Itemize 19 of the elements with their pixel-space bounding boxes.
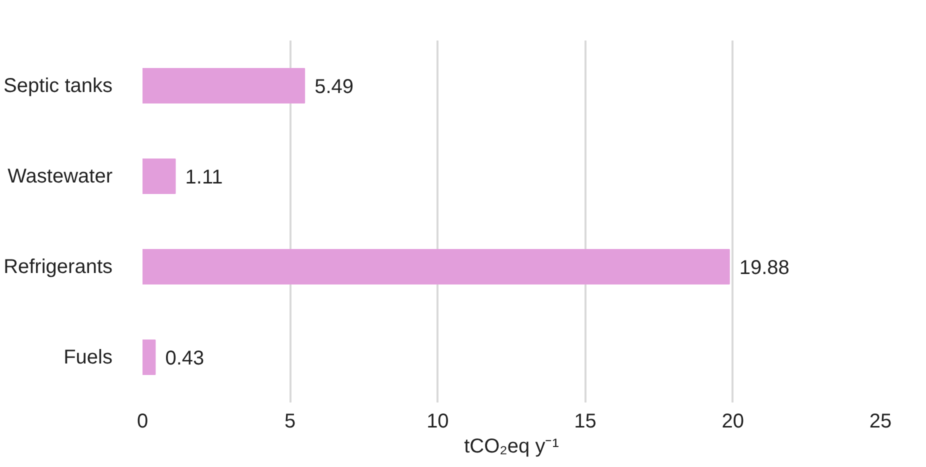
x-tick-label: 5	[284, 410, 296, 432]
data-label: 1.11	[185, 166, 223, 188]
x-tick-label: 10	[426, 410, 449, 432]
bar	[142, 249, 730, 284]
x-axis-title: tCO₂eq y⁻¹	[464, 436, 560, 458]
y-tick-label: Refrigerants	[4, 256, 112, 278]
y-tick-label: Wastewater	[8, 165, 113, 188]
x-tick-label: 15	[574, 410, 596, 432]
bar	[142, 158, 176, 194]
bar	[142, 68, 306, 104]
data-label: 19.88	[739, 256, 790, 279]
x-tick-label: 0	[136, 410, 148, 432]
x-tick-label: 25	[869, 410, 892, 432]
y-tick-label: Septic tanks	[4, 74, 113, 97]
x-tick-label: 20	[722, 410, 744, 432]
y-tick-label: Fuels	[64, 346, 112, 368]
data-label: 0.43	[165, 347, 204, 370]
bar	[142, 340, 156, 375]
data-label: 5.49	[314, 76, 354, 98]
